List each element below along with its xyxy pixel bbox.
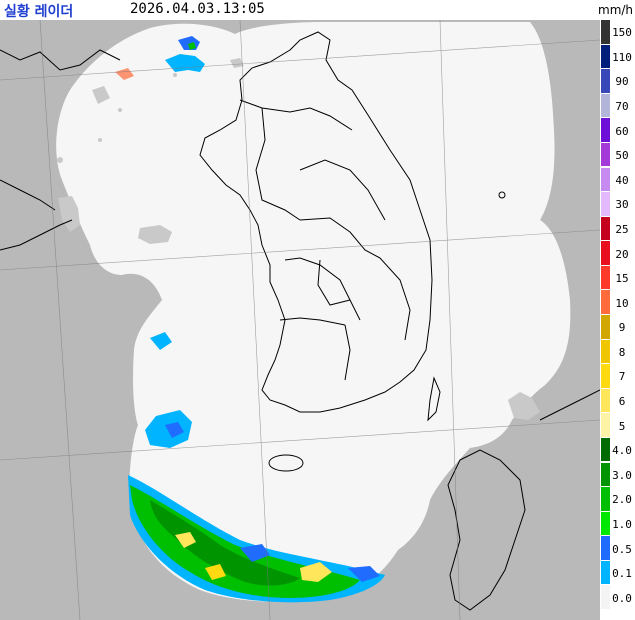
legend-label: 110 — [612, 50, 632, 64]
radar-coverage-area — [56, 22, 571, 602]
header-bar: 실황 레이더 2026.04.03.13:05 — [0, 0, 600, 20]
legend-swatch — [601, 69, 610, 94]
legend-label: 50 — [615, 149, 629, 163]
legend-label: 2.0 — [612, 493, 632, 507]
legend-swatch — [601, 93, 610, 119]
legend-swatch — [601, 192, 610, 217]
legend-swatch — [601, 290, 610, 315]
graticule — [0, 20, 600, 620]
legend-label: 20 — [615, 247, 629, 261]
legend-swatch — [601, 560, 610, 586]
legend-label: 1.0 — [612, 517, 632, 531]
legend-label: 15 — [615, 272, 629, 286]
legend-label: 4.0 — [612, 444, 632, 458]
page-title: 실황 레이더 — [4, 4, 74, 20]
legend-label: 70 — [615, 100, 629, 114]
legend-swatch — [601, 364, 610, 389]
legend-swatch — [601, 585, 610, 610]
legend-swatch — [601, 437, 610, 463]
legend-swatch — [601, 413, 610, 438]
legend-label: 25 — [615, 222, 629, 236]
legend-swatch — [601, 462, 610, 488]
legend-swatch — [601, 241, 610, 266]
legend-label: 8 — [618, 345, 626, 359]
legend-label: 150 — [612, 26, 632, 40]
legend-label: 0.1 — [612, 567, 632, 581]
legend-swatch — [601, 511, 610, 537]
legend-swatch — [601, 339, 610, 365]
legend-label: 40 — [615, 173, 629, 187]
legend-label: 60 — [615, 124, 629, 138]
legend-unit: mm/h — [598, 3, 634, 17]
legend-label: 10 — [615, 296, 629, 310]
radar-map-canvas — [0, 20, 600, 620]
legend-swatch — [601, 118, 610, 143]
legend-label: 6 — [618, 395, 626, 409]
legend-swatch — [601, 315, 610, 340]
faint-echoes — [57, 58, 540, 420]
legend-swatch — [601, 487, 610, 512]
legend-swatch — [601, 20, 610, 45]
precipitation-legend: 150 110 90 70 60 50 40 30 25 20 15 10 9 8 7 6 5 4.0 3.0 2.0… — [600, 20, 635, 620]
legend-swatch — [601, 265, 610, 291]
legend-label: 0.0 — [612, 591, 632, 605]
legend-swatch — [601, 536, 610, 561]
coastline-boundaries — [0, 31, 600, 611]
radar-map[interactable] — [0, 20, 600, 620]
rain-band-south — [128, 475, 385, 603]
legend-swatch — [601, 167, 610, 193]
legend-label: 7 — [618, 370, 626, 384]
legend-label: 30 — [615, 198, 629, 212]
legend-swatch — [601, 216, 610, 242]
legend-label: 0.5 — [612, 542, 632, 556]
legend-label: 5 — [618, 419, 626, 433]
legend-label: 3.0 — [612, 468, 632, 482]
observation-timestamp: 2026.04.03.13:05 — [130, 1, 265, 17]
light-echoes — [115, 36, 205, 448]
legend-swatch — [601, 388, 610, 414]
legend-label: 9 — [618, 321, 626, 335]
legend-label: 90 — [615, 75, 629, 89]
legend-swatch — [601, 44, 610, 70]
legend-swatch — [601, 142, 610, 168]
